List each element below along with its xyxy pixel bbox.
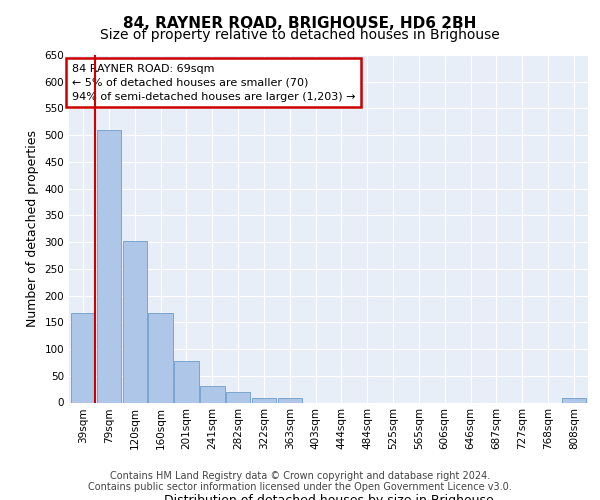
- Bar: [174, 361, 199, 403]
- X-axis label: Distribution of detached houses by size in Brighouse: Distribution of detached houses by size …: [164, 494, 493, 500]
- Bar: [97, 130, 121, 402]
- Bar: [148, 312, 173, 402]
- Text: Contains HM Land Registry data © Crown copyright and database right 2024.
Contai: Contains HM Land Registry data © Crown c…: [88, 471, 512, 492]
- Bar: [278, 398, 302, 402]
- Text: Size of property relative to detached houses in Brighouse: Size of property relative to detached ho…: [100, 28, 500, 42]
- Text: 84 RAYNER ROAD: 69sqm
← 5% of detached houses are smaller (70)
94% of semi-detac: 84 RAYNER ROAD: 69sqm ← 5% of detached h…: [71, 64, 355, 102]
- Bar: [200, 386, 224, 402]
- Bar: [122, 241, 147, 402]
- Bar: [71, 312, 95, 402]
- Bar: [251, 398, 276, 402]
- Bar: [226, 392, 250, 402]
- Bar: [562, 398, 586, 402]
- Y-axis label: Number of detached properties: Number of detached properties: [26, 130, 39, 327]
- Text: 84, RAYNER ROAD, BRIGHOUSE, HD6 2BH: 84, RAYNER ROAD, BRIGHOUSE, HD6 2BH: [124, 16, 476, 31]
